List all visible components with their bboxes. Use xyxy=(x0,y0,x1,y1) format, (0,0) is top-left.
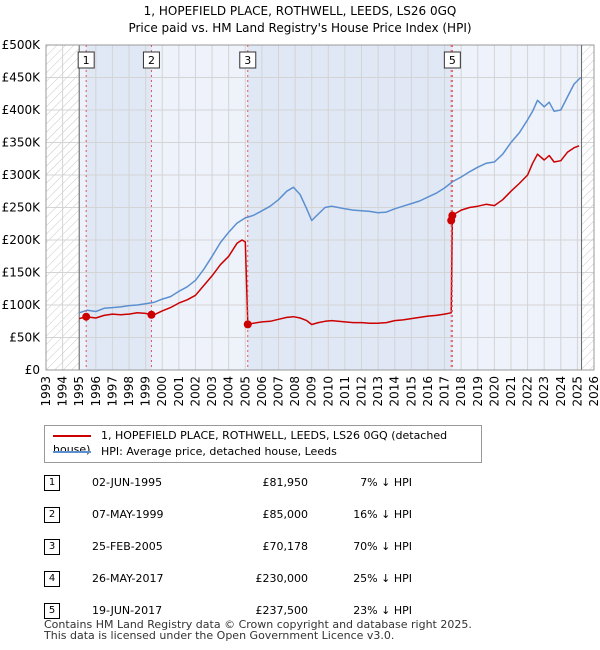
x-tick-label: 2005 xyxy=(238,376,252,407)
x-tick-label: 1998 xyxy=(122,376,136,407)
x-tick-label: 2010 xyxy=(321,376,335,407)
x-tick-label: 2011 xyxy=(338,376,352,407)
sale-price: £85,000 xyxy=(262,508,309,521)
x-tick-label: 2013 xyxy=(371,376,385,407)
y-tick-label: £100K xyxy=(2,298,42,312)
series-line-property xyxy=(79,145,580,326)
sale-date: 25-FEB-2005 xyxy=(92,540,163,553)
y-tick-label: £500K xyxy=(2,38,42,52)
sale-marker-label: 3 xyxy=(244,54,251,67)
sale-marker-box xyxy=(239,51,257,69)
sale-price: £81,950 xyxy=(262,476,309,489)
x-tick-label: 2017 xyxy=(438,376,452,407)
x-tick-label: 2018 xyxy=(454,376,468,407)
sale-date: 26-MAY-2017 xyxy=(92,572,164,585)
footer-copyright: Contains HM Land Registry data © Crown c… xyxy=(44,618,472,631)
legend-item-hpi: HPI: Average price, detached house, Leed… xyxy=(53,445,337,459)
sale-marker-label: 5 xyxy=(449,54,456,67)
x-tick-label: 1999 xyxy=(139,376,153,407)
x-tick-label: 2026 xyxy=(587,376,600,407)
x-tick-label: 2009 xyxy=(305,376,319,407)
y-tick-label: £150K xyxy=(2,266,42,280)
x-tick-label: 1996 xyxy=(89,376,103,407)
y-tick-label: £400K xyxy=(2,103,42,117)
sale-point xyxy=(448,211,457,220)
sale-point xyxy=(82,312,91,321)
x-tick-label: 2021 xyxy=(504,376,518,407)
sale-hpi-diff: 23% ↓ HPI xyxy=(353,604,412,617)
x-tick-label: 2024 xyxy=(554,376,568,407)
x-tick-label: 2002 xyxy=(188,376,202,407)
legend: 1, HOPEFIELD PLACE, ROTHWELL, LEEDS, LS2… xyxy=(44,425,482,463)
plot-frame xyxy=(45,44,595,371)
sale-number-badge: 2 xyxy=(44,507,60,523)
y-tick-label: £450K xyxy=(2,71,42,85)
sale-number-badge: 4 xyxy=(44,571,60,587)
footer-licence: This data is licensed under the Open Gov… xyxy=(44,629,395,642)
sale-date: 07-MAY-1999 xyxy=(92,508,164,521)
chart-title: 1, HOPEFIELD PLACE, ROTHWELL, LEEDS, LS2… xyxy=(144,4,457,18)
x-tick-label: 2007 xyxy=(271,376,285,407)
sale-marker-box xyxy=(443,51,461,69)
sale-hpi-diff: 7% ↓ HPI xyxy=(360,476,412,489)
sale-number-badge: 5 xyxy=(44,603,60,619)
y-tick-label: £250K xyxy=(2,201,42,215)
x-tick-label: 2016 xyxy=(421,376,435,407)
x-tick-label: 2000 xyxy=(155,376,169,407)
sale-marker-label: 1 xyxy=(83,54,90,67)
legend-item-property: 1, HOPEFIELD PLACE, ROTHWELL, LEEDS, LS2… xyxy=(53,429,481,456)
sale-marker-box xyxy=(77,51,95,69)
y-tick-label: £300K xyxy=(2,168,42,182)
x-tick-label: 2015 xyxy=(404,376,418,407)
sale-hpi-diff: 70% ↓ HPI xyxy=(353,540,412,553)
x-tick-label: 1997 xyxy=(105,376,119,407)
legend-swatch-hpi xyxy=(53,451,91,453)
x-tick-label: 1993 xyxy=(39,376,53,407)
sale-hpi-diff: 25% ↓ HPI xyxy=(353,572,412,585)
x-tick-label: 2004 xyxy=(222,376,236,407)
sale-marker-label: 2 xyxy=(148,54,155,67)
x-tick-label: 2019 xyxy=(471,376,485,407)
x-tick-label: 2014 xyxy=(388,376,402,407)
sale-row: 2 07-MAY-1999 £85,000 16% ↓ HPI xyxy=(44,507,464,525)
sale-row: 4 26-MAY-2017 £230,000 25% ↓ HPI xyxy=(44,571,464,589)
legend-swatch-property xyxy=(53,435,91,437)
x-tick-label: 2012 xyxy=(355,376,369,407)
sale-hpi-diff: 16% ↓ HPI xyxy=(353,508,412,521)
x-tick-label: 2022 xyxy=(521,376,535,407)
sale-row: 5 19-JUN-2017 £237,500 23% ↓ HPI xyxy=(44,603,464,621)
x-tick-label: 2008 xyxy=(288,376,302,407)
legend-label-hpi: HPI: Average price, detached house, Leed… xyxy=(101,445,337,458)
y-tick-label: £350K xyxy=(2,136,42,150)
x-tick-label: 2006 xyxy=(255,376,269,407)
sale-point xyxy=(147,310,156,319)
sale-number-badge: 1 xyxy=(44,475,60,491)
sale-date: 19-JUN-2017 xyxy=(92,604,163,617)
x-tick-label: 1995 xyxy=(72,376,86,407)
series-line-hpi xyxy=(78,76,582,314)
y-tick-label: £0 xyxy=(25,363,40,377)
sale-row: 3 25-FEB-2005 £70,178 70% ↓ HPI xyxy=(44,539,464,557)
x-tick-label: 2023 xyxy=(537,376,551,407)
chart-subtitle: Price paid vs. HM Land Registry's House … xyxy=(128,21,471,35)
sale-row: 1 02-JUN-1995 £81,950 7% ↓ HPI xyxy=(44,475,464,493)
sale-point xyxy=(243,320,252,329)
x-tick-label: 2003 xyxy=(205,376,219,407)
y-tick-label: £200K xyxy=(2,233,42,247)
x-tick-label: 2020 xyxy=(487,376,501,407)
y-tick-label: £50K xyxy=(9,331,41,345)
x-tick-label: 2025 xyxy=(570,376,584,407)
price-chart: 1, HOPEFIELD PLACE, ROTHWELL, LEEDS, LS2… xyxy=(2,4,600,407)
sale-price: £230,000 xyxy=(255,572,309,585)
sale-marker-box xyxy=(142,51,160,69)
sale-number-badge: 3 xyxy=(44,539,60,555)
x-tick-label: 2001 xyxy=(172,376,186,407)
sale-date: 02-JUN-1995 xyxy=(92,476,163,489)
footer: Contains HM Land Registry data © Crown c… xyxy=(44,619,472,641)
sale-price: £237,500 xyxy=(255,604,309,617)
x-tick-label: 1994 xyxy=(56,376,70,407)
sale-price: £70,178 xyxy=(262,540,309,553)
